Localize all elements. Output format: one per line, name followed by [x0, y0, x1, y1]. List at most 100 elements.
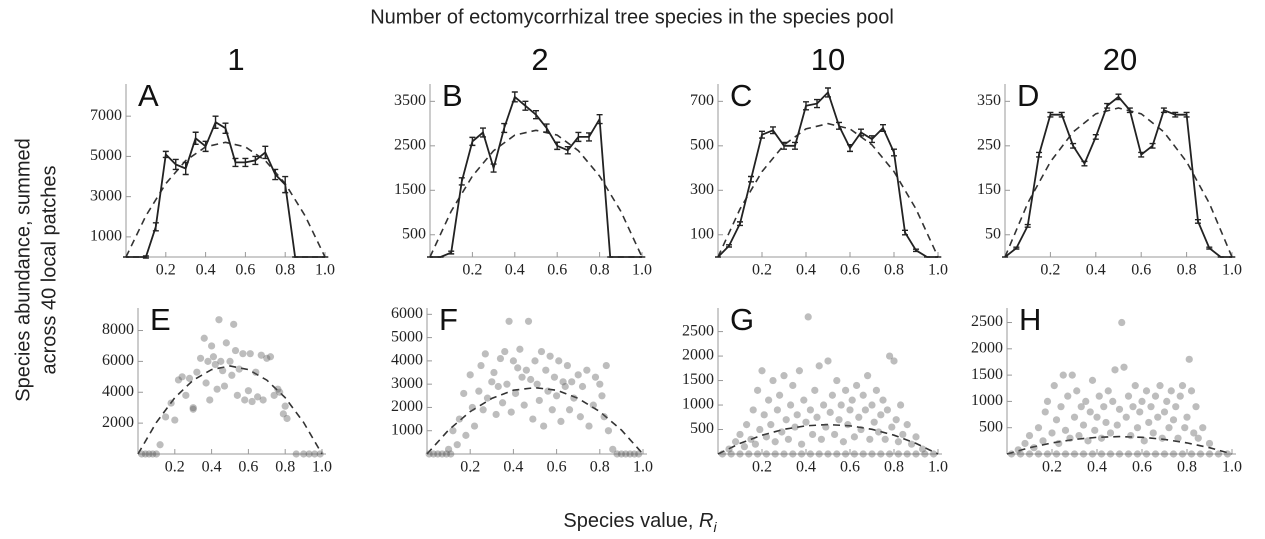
- scatter-point: [890, 357, 898, 365]
- x-tick-label: 1.0: [928, 262, 948, 279]
- scatter-point: [1133, 450, 1142, 458]
- scatter-point: [244, 387, 252, 395]
- scatter-point: [778, 428, 786, 436]
- x-tick-label: 0.4: [796, 459, 816, 476]
- scatter-point: [897, 401, 905, 409]
- scatter-point: [1118, 318, 1126, 327]
- scatter-point: [844, 421, 852, 429]
- x-tick-label: 0.6: [1132, 459, 1152, 476]
- scatter-point: [883, 406, 892, 414]
- scatter-point: [483, 394, 492, 402]
- scatter-point: [791, 423, 799, 431]
- scatter-point: [231, 346, 240, 355]
- panel-letter: F: [439, 302, 458, 337]
- error-bar: [1160, 107, 1167, 114]
- scatter-point: [531, 357, 539, 365]
- error-bar: [913, 248, 919, 253]
- scatter-point: [754, 450, 762, 458]
- x-tick-label: 0.8: [275, 262, 295, 279]
- scatter-point: [1106, 450, 1115, 458]
- x-tick-label: 0.8: [275, 459, 295, 476]
- scatter-point: [316, 450, 324, 458]
- scatter-point: [1077, 403, 1085, 411]
- scatter-point: [241, 396, 249, 404]
- scatter-point: [542, 366, 550, 374]
- error-bar: [1047, 111, 1054, 118]
- y-tick-label: 500: [690, 136, 714, 153]
- scatter-point: [1050, 382, 1058, 390]
- scatter-point: [516, 345, 524, 353]
- scatter-point: [751, 440, 760, 448]
- error-bar: [182, 161, 189, 176]
- scatter-point: [848, 396, 856, 404]
- scatter-point: [1178, 382, 1187, 390]
- scatter-point: [305, 450, 313, 458]
- scatter-point: [833, 376, 841, 385]
- scatter-point: [1088, 376, 1097, 384]
- scatter-point: [598, 392, 606, 400]
- scatter-point: [156, 441, 164, 449]
- scatter-point: [540, 422, 548, 430]
- x-tick-label: 0.4: [1086, 262, 1106, 279]
- scatter-point: [1122, 413, 1130, 421]
- scatter-point: [1133, 424, 1142, 432]
- scatter-point: [589, 401, 597, 409]
- scatter-point: [1097, 434, 1106, 442]
- scatter-point: [494, 382, 502, 391]
- scatter-point: [1223, 450, 1232, 458]
- x-tick-label: 0.2: [462, 262, 482, 279]
- scatter-point: [894, 450, 903, 458]
- scatter-point: [864, 372, 872, 380]
- scatter-point: [215, 316, 223, 324]
- scatter-point: [760, 411, 768, 419]
- scatter-point: [550, 373, 559, 381]
- scatter-point: [1138, 397, 1146, 406]
- scatter-point: [831, 430, 839, 439]
- scatter-point: [141, 450, 149, 458]
- scatter-point: [1025, 450, 1034, 458]
- error-bar: [814, 98, 820, 109]
- scatter-point: [460, 389, 468, 398]
- scatter-point: [609, 445, 617, 453]
- x-tick-label: 0.2: [752, 262, 772, 279]
- scatter-point: [202, 379, 210, 387]
- scatter-point: [228, 371, 236, 379]
- scatter-point: [1165, 424, 1173, 432]
- scatter-point: [1082, 397, 1090, 406]
- x-tick-label: 0.6: [1131, 262, 1151, 279]
- scatter-point: [206, 396, 214, 404]
- scatter-point: [1084, 437, 1092, 445]
- scatter-point: [578, 382, 587, 391]
- scatter-point: [622, 450, 630, 458]
- y-tick-label: 2500: [394, 136, 426, 153]
- fit-curve: [717, 122, 939, 258]
- error-bar: [737, 221, 743, 227]
- scatter-point: [1070, 450, 1079, 458]
- scatter-point: [817, 435, 826, 443]
- scatter-point: [1091, 426, 1099, 434]
- scatter-point: [824, 450, 832, 458]
- scatter-point: [806, 406, 815, 414]
- error-bar: [1024, 223, 1031, 228]
- scatter-point: [919, 445, 927, 453]
- scatter-point: [311, 450, 319, 458]
- y-tick-label: 4000: [391, 352, 423, 369]
- x-tick-label: 1.0: [315, 262, 335, 279]
- column-header: 20: [1103, 42, 1137, 77]
- fit-curve: [429, 129, 643, 258]
- y-tick-label: 6000: [391, 305, 423, 322]
- y-tick-label: 1500: [682, 371, 714, 388]
- scatter-point: [447, 450, 455, 458]
- scatter-point: [527, 375, 535, 384]
- scatter-point: [529, 415, 537, 423]
- error-bar: [596, 113, 603, 125]
- error-bar: [748, 175, 754, 183]
- scatter-point: [518, 373, 526, 381]
- scatter-point: [1075, 431, 1083, 440]
- scatter-point: [872, 386, 881, 394]
- scatter-point: [892, 416, 900, 424]
- scatter-point: [1194, 434, 1202, 442]
- scatter-point: [771, 438, 779, 446]
- y-tick-label: 500: [690, 420, 714, 437]
- scatter-point: [281, 402, 289, 410]
